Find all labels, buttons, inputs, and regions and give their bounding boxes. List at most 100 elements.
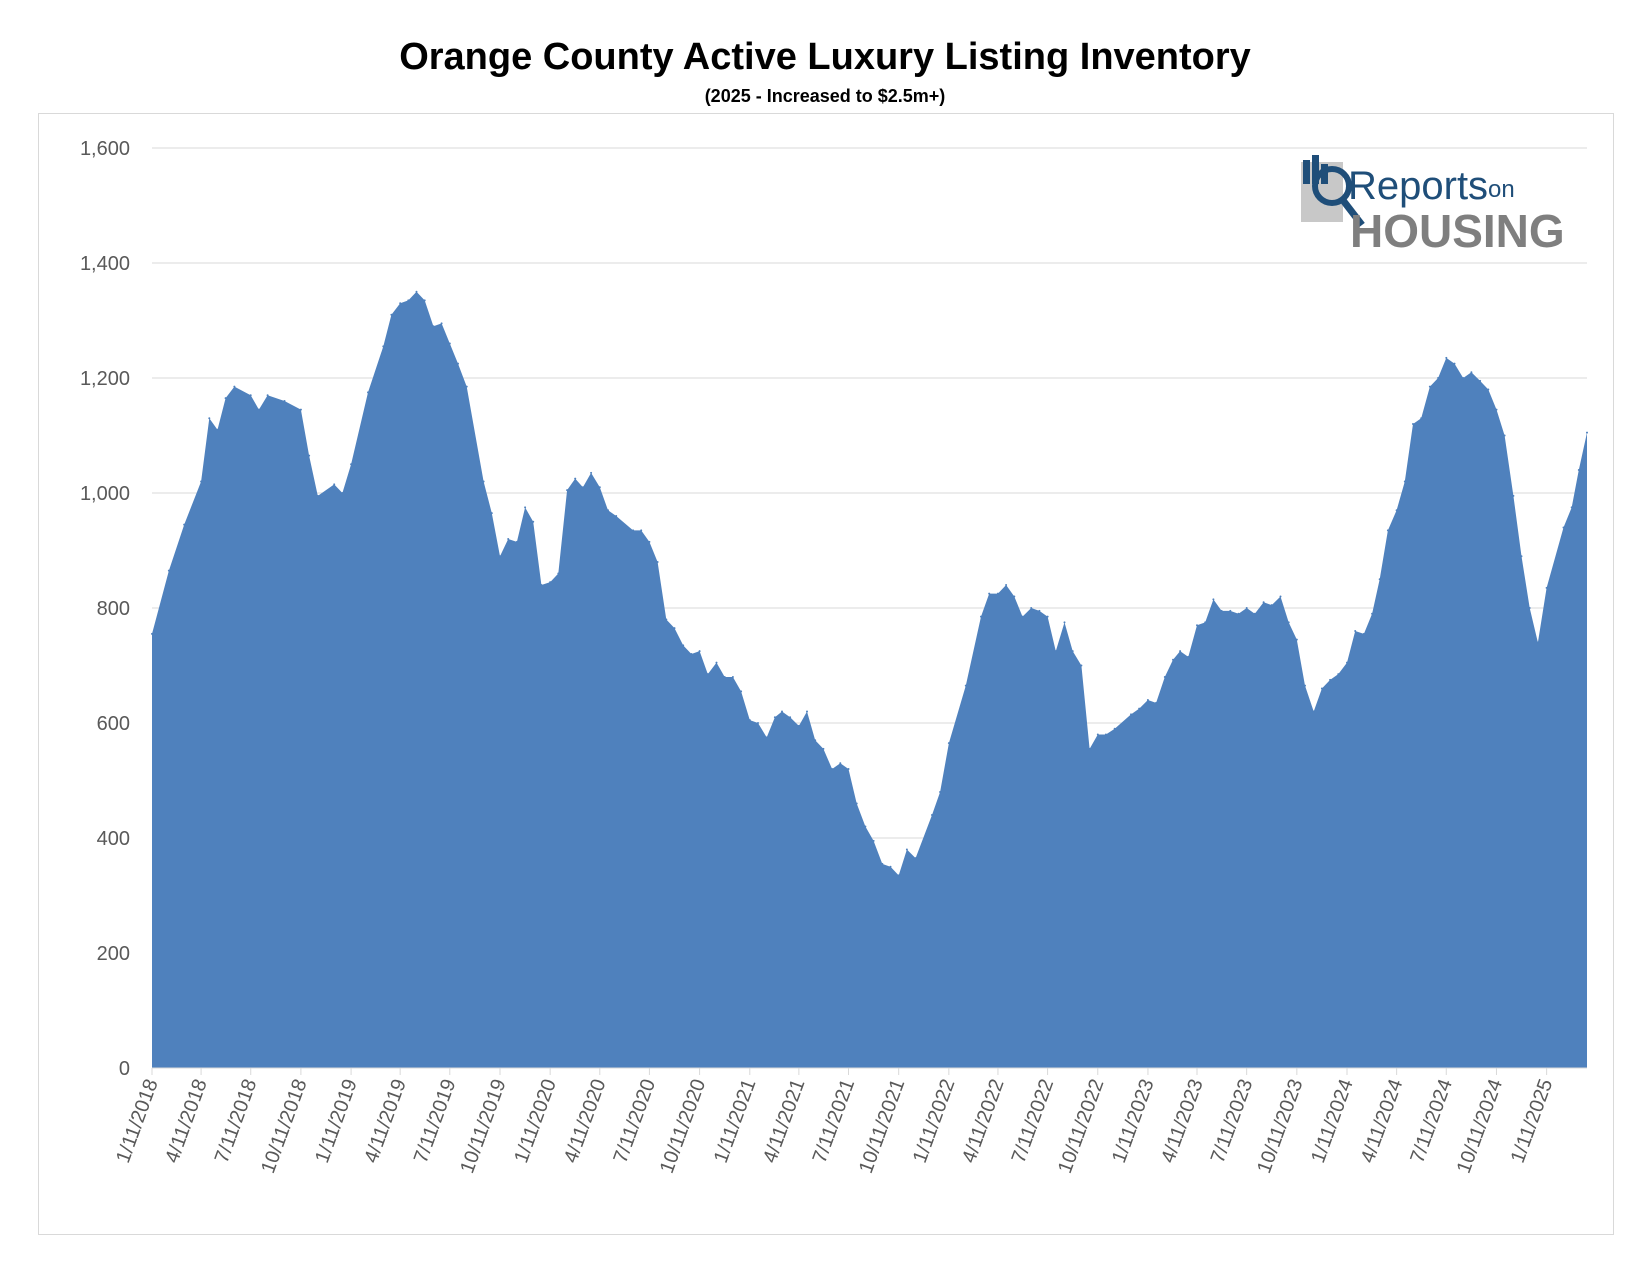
data-point	[415, 290, 418, 293]
data-point	[748, 719, 751, 722]
data-point	[566, 489, 569, 492]
data-point	[1577, 469, 1580, 471]
data-point	[448, 342, 451, 345]
data-point	[1295, 638, 1298, 641]
data-point	[1371, 612, 1374, 615]
data-point	[167, 569, 170, 572]
data-point	[1354, 630, 1357, 632]
y-tick-label: 800	[97, 598, 130, 620]
data-point	[731, 676, 734, 678]
data-point	[1220, 609, 1223, 612]
data-point	[507, 538, 510, 540]
data-point	[607, 509, 609, 512]
data-point	[789, 716, 792, 719]
data-point	[757, 722, 759, 724]
data-point	[1163, 676, 1166, 678]
data-point	[1287, 621, 1290, 624]
data-point	[1337, 673, 1340, 676]
y-tick-label: 1,000	[80, 483, 130, 505]
data-point	[1362, 632, 1365, 635]
data-point	[839, 762, 842, 765]
data-point	[1462, 377, 1465, 379]
data-point	[1512, 494, 1515, 497]
data-point	[216, 428, 219, 431]
data-point	[1146, 699, 1149, 701]
data-point	[822, 747, 825, 750]
x-tick-label: 10/11/2023	[1253, 1076, 1307, 1176]
data-point	[723, 676, 726, 678]
data-point	[781, 710, 783, 713]
data-point	[1279, 595, 1282, 598]
x-tick-label: 7/11/2020	[610, 1076, 661, 1166]
data-point	[1088, 747, 1091, 750]
data-point	[1420, 417, 1423, 420]
data-point	[590, 471, 593, 474]
data-point	[598, 486, 601, 489]
data-point	[1253, 612, 1256, 615]
data-point	[814, 739, 817, 742]
x-tick-label: 7/11/2024	[1406, 1076, 1457, 1166]
y-tick-label: 400	[97, 828, 130, 850]
y-tick-label: 0	[119, 1058, 130, 1080]
x-tick-label: 10/11/2018	[257, 1076, 311, 1176]
x-tick-label: 1/11/2025	[1507, 1076, 1558, 1166]
logo-reports-text: Reports	[1348, 164, 1488, 208]
x-tick-label: 7/11/2021	[809, 1076, 860, 1166]
chart-title: Orange County Active Luxury Listing Inve…	[399, 36, 1251, 78]
data-point	[557, 572, 560, 575]
data-point	[656, 561, 659, 563]
data-point	[682, 644, 685, 647]
data-point	[1520, 555, 1523, 558]
data-point	[773, 716, 776, 719]
data-point	[1196, 624, 1198, 627]
data-point	[490, 512, 493, 515]
y-tick-label: 1,400	[80, 253, 130, 275]
x-tick-label: 10/11/2022	[1054, 1076, 1108, 1176]
x-tick-label: 10/11/2019	[456, 1076, 510, 1176]
data-point	[1013, 595, 1016, 598]
data-point	[1320, 687, 1323, 690]
data-point	[1212, 598, 1215, 601]
data-point	[499, 555, 501, 558]
x-tick-label: 4/11/2019	[360, 1076, 411, 1166]
data-point	[465, 385, 468, 388]
data-point	[1304, 684, 1306, 687]
data-point	[1187, 655, 1190, 658]
data-point	[698, 650, 701, 653]
data-point	[1570, 506, 1573, 509]
data-point	[1445, 356, 1448, 359]
logo-on-text: on	[1488, 176, 1515, 203]
data-point	[208, 417, 211, 420]
data-point	[1470, 371, 1473, 374]
data-point	[1395, 509, 1398, 512]
x-tick-label: 7/11/2018	[211, 1076, 262, 1166]
data-point	[423, 299, 426, 302]
data-point	[640, 529, 643, 532]
data-point	[1346, 661, 1348, 664]
data-point	[515, 540, 518, 543]
data-point	[1378, 578, 1381, 581]
x-tick-label: 1/11/2018	[112, 1076, 163, 1166]
data-point	[1179, 650, 1182, 653]
data-point	[350, 463, 353, 466]
data-point	[1080, 664, 1083, 667]
data-point	[1536, 641, 1539, 644]
x-tick-label: 7/11/2023	[1207, 1076, 1258, 1166]
data-point	[1437, 377, 1440, 379]
data-point	[1005, 584, 1008, 586]
data-point	[931, 814, 933, 816]
data-point	[1386, 529, 1389, 532]
data-point	[257, 408, 260, 411]
data-point	[947, 742, 950, 745]
data-point	[382, 345, 385, 348]
y-tick-label: 1,200	[80, 368, 130, 390]
data-point	[872, 839, 875, 842]
data-point	[648, 540, 651, 543]
data-point	[399, 302, 402, 305]
data-point	[715, 661, 718, 664]
y-tick-label: 1,600	[80, 138, 130, 160]
data-point	[831, 768, 834, 770]
data-point	[1312, 710, 1315, 713]
x-tick-label: 10/11/2020	[656, 1076, 710, 1176]
data-point	[1130, 713, 1132, 716]
